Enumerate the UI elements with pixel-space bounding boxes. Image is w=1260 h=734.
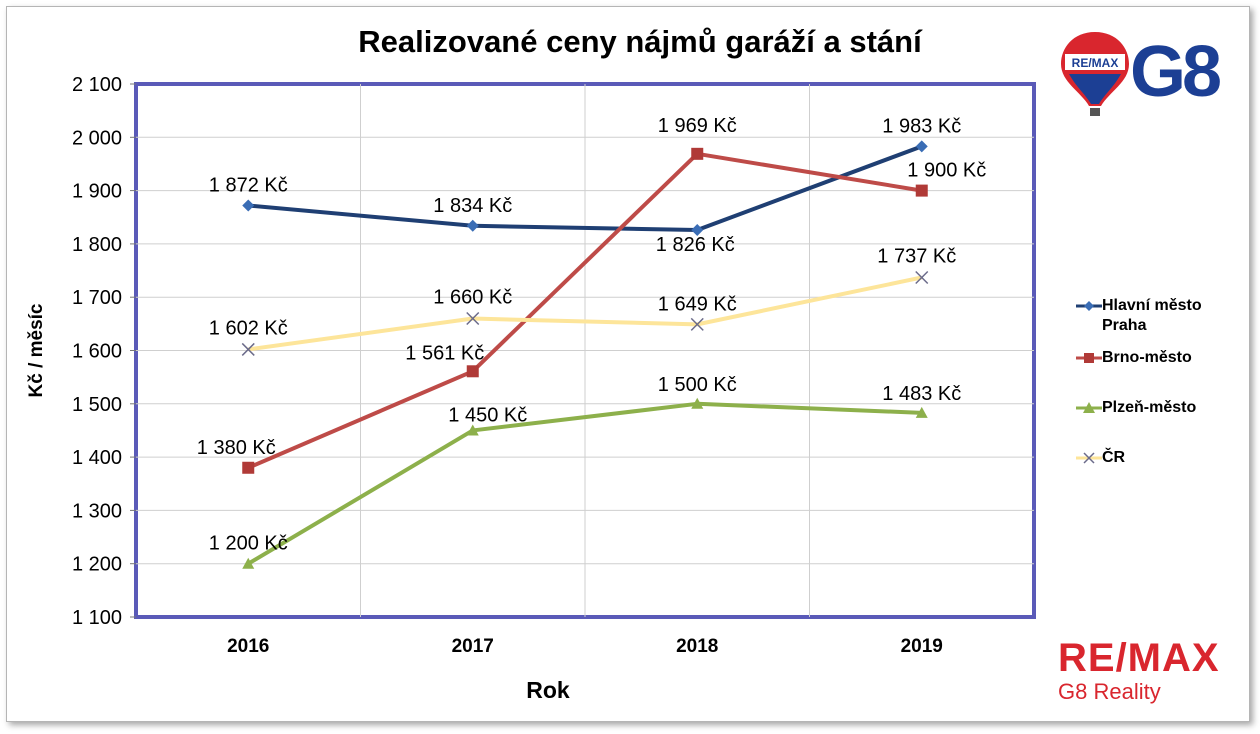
y-tick-label: 1 800 xyxy=(72,234,122,256)
data-point xyxy=(691,397,704,409)
data-label: 1 834 Kč xyxy=(433,195,512,217)
data-point xyxy=(466,311,480,326)
data-point xyxy=(915,140,928,153)
data-point xyxy=(466,424,479,436)
y-tick-label: 1 500 xyxy=(72,394,122,416)
g8-brand: G8 xyxy=(1130,32,1222,112)
remax-subtitle: G8 Reality xyxy=(1058,679,1161,704)
data-label: 1 872 Kč xyxy=(209,175,288,197)
legend-marker-diamond-icon xyxy=(1076,301,1102,311)
legend-label: Hlavní město Praha xyxy=(1102,297,1202,334)
data-label: 1 826 Kč xyxy=(656,234,735,256)
data-point xyxy=(242,557,255,569)
y-tick-label: 2 100 xyxy=(72,74,122,96)
y-tick-label: 1 300 xyxy=(72,500,122,522)
data-label: 1 200 Kč xyxy=(209,533,288,555)
balloon-text: RE/MAX xyxy=(1072,56,1119,70)
data-label: 1 483 Kč xyxy=(882,383,961,405)
data-label: 1 737 Kč xyxy=(877,245,956,267)
data-label: 1 649 Kč xyxy=(658,293,737,315)
y-tick-label: 1 900 xyxy=(72,181,122,203)
legend-item-brno: Brno-město xyxy=(1076,348,1246,368)
legend-marker-x-icon xyxy=(1076,452,1102,464)
y-tick-label: 1 200 xyxy=(72,554,122,576)
data-label: 1 602 Kč xyxy=(209,317,288,339)
legend-label: Brno-město xyxy=(1102,349,1192,366)
chart-title: Realizované ceny nájmů garáží a stání xyxy=(358,24,922,59)
x-tick-label: 2018 xyxy=(676,636,718,657)
series-line-1 xyxy=(247,151,923,470)
data-point xyxy=(241,342,255,356)
y-tick-label: 2 000 xyxy=(72,127,122,149)
remax-balloon-logo: RE/MAX xyxy=(1061,32,1129,116)
data-label: 1 983 Kč xyxy=(882,115,961,137)
x-tick-label: 2019 xyxy=(901,636,943,657)
data-label: 1 900 Kč xyxy=(907,160,986,182)
legend-item-cr: ČR xyxy=(1076,448,1246,468)
data-point xyxy=(466,219,479,232)
data-point xyxy=(690,317,704,331)
data-label: 1 969 Kč xyxy=(658,115,737,137)
series-line-2 xyxy=(247,401,922,566)
data-point xyxy=(915,184,928,197)
legend-item-plzen: Plzeň-město xyxy=(1076,398,1246,418)
data-label: 1 380 Kč xyxy=(197,437,276,459)
data-point xyxy=(242,461,255,474)
data-point xyxy=(466,365,479,378)
y-axis-title: Kč / měsíc xyxy=(26,303,47,397)
data-point xyxy=(691,224,704,237)
legend-marker-square-icon xyxy=(1076,353,1102,363)
y-tick-label: 1 700 xyxy=(72,287,122,309)
data-point xyxy=(691,147,704,160)
data-point xyxy=(915,406,928,418)
series-line-0 xyxy=(248,144,923,233)
remax-logo-bottom: RE/MAX G8 Reality xyxy=(1058,636,1248,704)
legend-label: Plzeň-město xyxy=(1102,399,1197,416)
y-tick-label: 1 100 xyxy=(72,607,122,629)
x-tick-label: 2016 xyxy=(227,636,269,657)
remax-wordmark: RE/MAX xyxy=(1058,636,1220,680)
data-point xyxy=(915,270,929,285)
legend-item-praha: Hlavní město Praha xyxy=(1076,296,1246,336)
x-axis-title: Rok xyxy=(526,677,570,703)
data-label: 1 660 Kč xyxy=(433,287,512,309)
legend-marker-triangle-icon xyxy=(1076,402,1102,413)
data-label: 1 500 Kč xyxy=(658,374,737,396)
series-line-3 xyxy=(247,275,923,352)
data-label: 1 561 Kč xyxy=(405,342,484,364)
legend: Hlavní město Praha Brno-město Plzeň-měst… xyxy=(1076,296,1246,498)
y-tick-label: 1 400 xyxy=(72,447,122,469)
data-point xyxy=(242,199,255,212)
x-tick-label: 2017 xyxy=(452,636,494,657)
legend-label: ČR xyxy=(1102,449,1126,466)
data-label: 1 450 Kč xyxy=(448,404,527,426)
y-tick-label: 1 600 xyxy=(72,341,122,363)
